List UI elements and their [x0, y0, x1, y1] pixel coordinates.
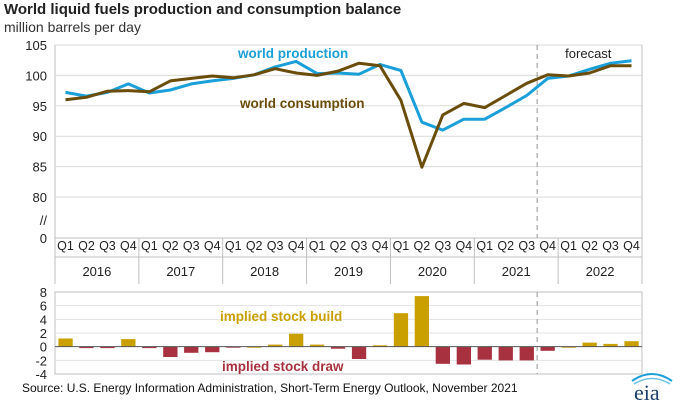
bar	[163, 346, 178, 357]
bar	[372, 345, 388, 347]
bar	[205, 346, 220, 353]
x-tick-label: Q2	[330, 239, 347, 253]
bar	[79, 346, 94, 349]
y-tick-label: -4	[35, 367, 47, 382]
series-line	[65, 59, 632, 132]
x-tick-label: Q2	[414, 239, 431, 253]
bar	[247, 346, 262, 348]
chart-subtitle: million barrels per day	[4, 19, 141, 35]
year-label: 2021	[502, 264, 531, 279]
year-label: 2022	[586, 264, 615, 279]
x-tick-label: Q1	[309, 239, 326, 253]
x-tick-label: Q4	[120, 239, 137, 253]
chart-title: World liquid fuels production and consum…	[4, 1, 402, 18]
eia-logo: eia	[631, 373, 673, 403]
bar	[456, 346, 471, 365]
y-tick-label: 6	[40, 299, 47, 314]
x-tick-label: Q4	[288, 239, 305, 253]
x-tick-label: Q1	[393, 239, 410, 253]
y-tick-label: 105	[25, 38, 47, 53]
x-tick-label: Q1	[57, 239, 74, 253]
year-label: 2017	[166, 264, 195, 279]
axis-break-mark: //	[40, 213, 48, 228]
x-tick-label: Q1	[476, 239, 493, 253]
x-tick-label: Q2	[497, 239, 514, 253]
bar	[414, 296, 429, 347]
bar	[289, 333, 304, 347]
x-tick-label: Q3	[99, 239, 116, 253]
bar	[226, 346, 241, 348]
x-tick-label: Q3	[267, 239, 284, 253]
y-tick-label: 8	[40, 285, 47, 300]
y-tick-label: 85	[33, 160, 47, 175]
bar	[540, 346, 555, 351]
x-tick-label: Q3	[518, 239, 535, 253]
x-tick-label: Q1	[225, 239, 242, 253]
series-label: world production	[237, 46, 348, 61]
x-tick-label: Q2	[246, 239, 263, 253]
bar	[330, 346, 346, 349]
bar	[142, 346, 157, 349]
x-tick-label: Q4	[204, 239, 221, 253]
x-tick-label: Q2	[581, 239, 598, 253]
y-tick-label: 95	[33, 99, 47, 114]
bar	[582, 342, 597, 347]
bar	[519, 346, 534, 361]
x-tick-label: Q4	[455, 239, 472, 253]
bar	[393, 313, 409, 347]
bar	[351, 346, 367, 359]
x-tick-label: Q1	[141, 239, 158, 253]
series-label: world consumption	[239, 96, 365, 111]
x-tick-label: Q3	[183, 239, 200, 253]
year-label: 2016	[82, 264, 111, 279]
bar	[435, 346, 450, 364]
year-label: 2019	[334, 264, 363, 279]
series-line	[65, 61, 632, 169]
year-label: 2020	[418, 264, 447, 279]
y-tick-label: 4	[40, 312, 47, 327]
year-label: 2018	[250, 264, 279, 279]
x-tick-label: Q3	[602, 239, 619, 253]
bar	[268, 344, 283, 347]
bar	[309, 344, 325, 347]
x-tick-label: Q3	[351, 239, 368, 253]
x-tick-label: Q3	[434, 239, 451, 253]
forecast-label: forecast	[565, 46, 612, 61]
x-tick-label: Q1	[560, 239, 577, 253]
y-tick-label: -2	[35, 353, 47, 368]
x-tick-label: Q2	[78, 239, 95, 253]
y-tick-label: 2	[40, 326, 47, 341]
bar-label-build: implied stock build	[220, 309, 342, 324]
x-tick-label: Q4	[539, 239, 556, 253]
source-note: Source: U.S. Energy Information Administ…	[22, 381, 518, 395]
y-tick-label: 100	[25, 68, 47, 83]
bar	[603, 343, 618, 347]
bar	[58, 338, 73, 347]
bar	[498, 346, 513, 361]
svg-text:eia: eia	[634, 380, 660, 403]
y-tick-label: 80	[33, 190, 47, 205]
y-tick-label: 0	[40, 231, 47, 246]
y-tick-label: 90	[33, 129, 47, 144]
x-tick-label: Q4	[623, 239, 640, 253]
bar	[561, 346, 576, 348]
bar	[184, 346, 199, 353]
x-tick-label: Q2	[162, 239, 179, 253]
x-tick-label: Q4	[372, 239, 389, 253]
y-tick-label: 0	[40, 340, 47, 355]
bar	[100, 346, 115, 349]
bar	[477, 346, 492, 360]
bar-label-draw: implied stock draw	[222, 359, 344, 374]
bar	[121, 339, 136, 347]
bar	[624, 341, 639, 347]
